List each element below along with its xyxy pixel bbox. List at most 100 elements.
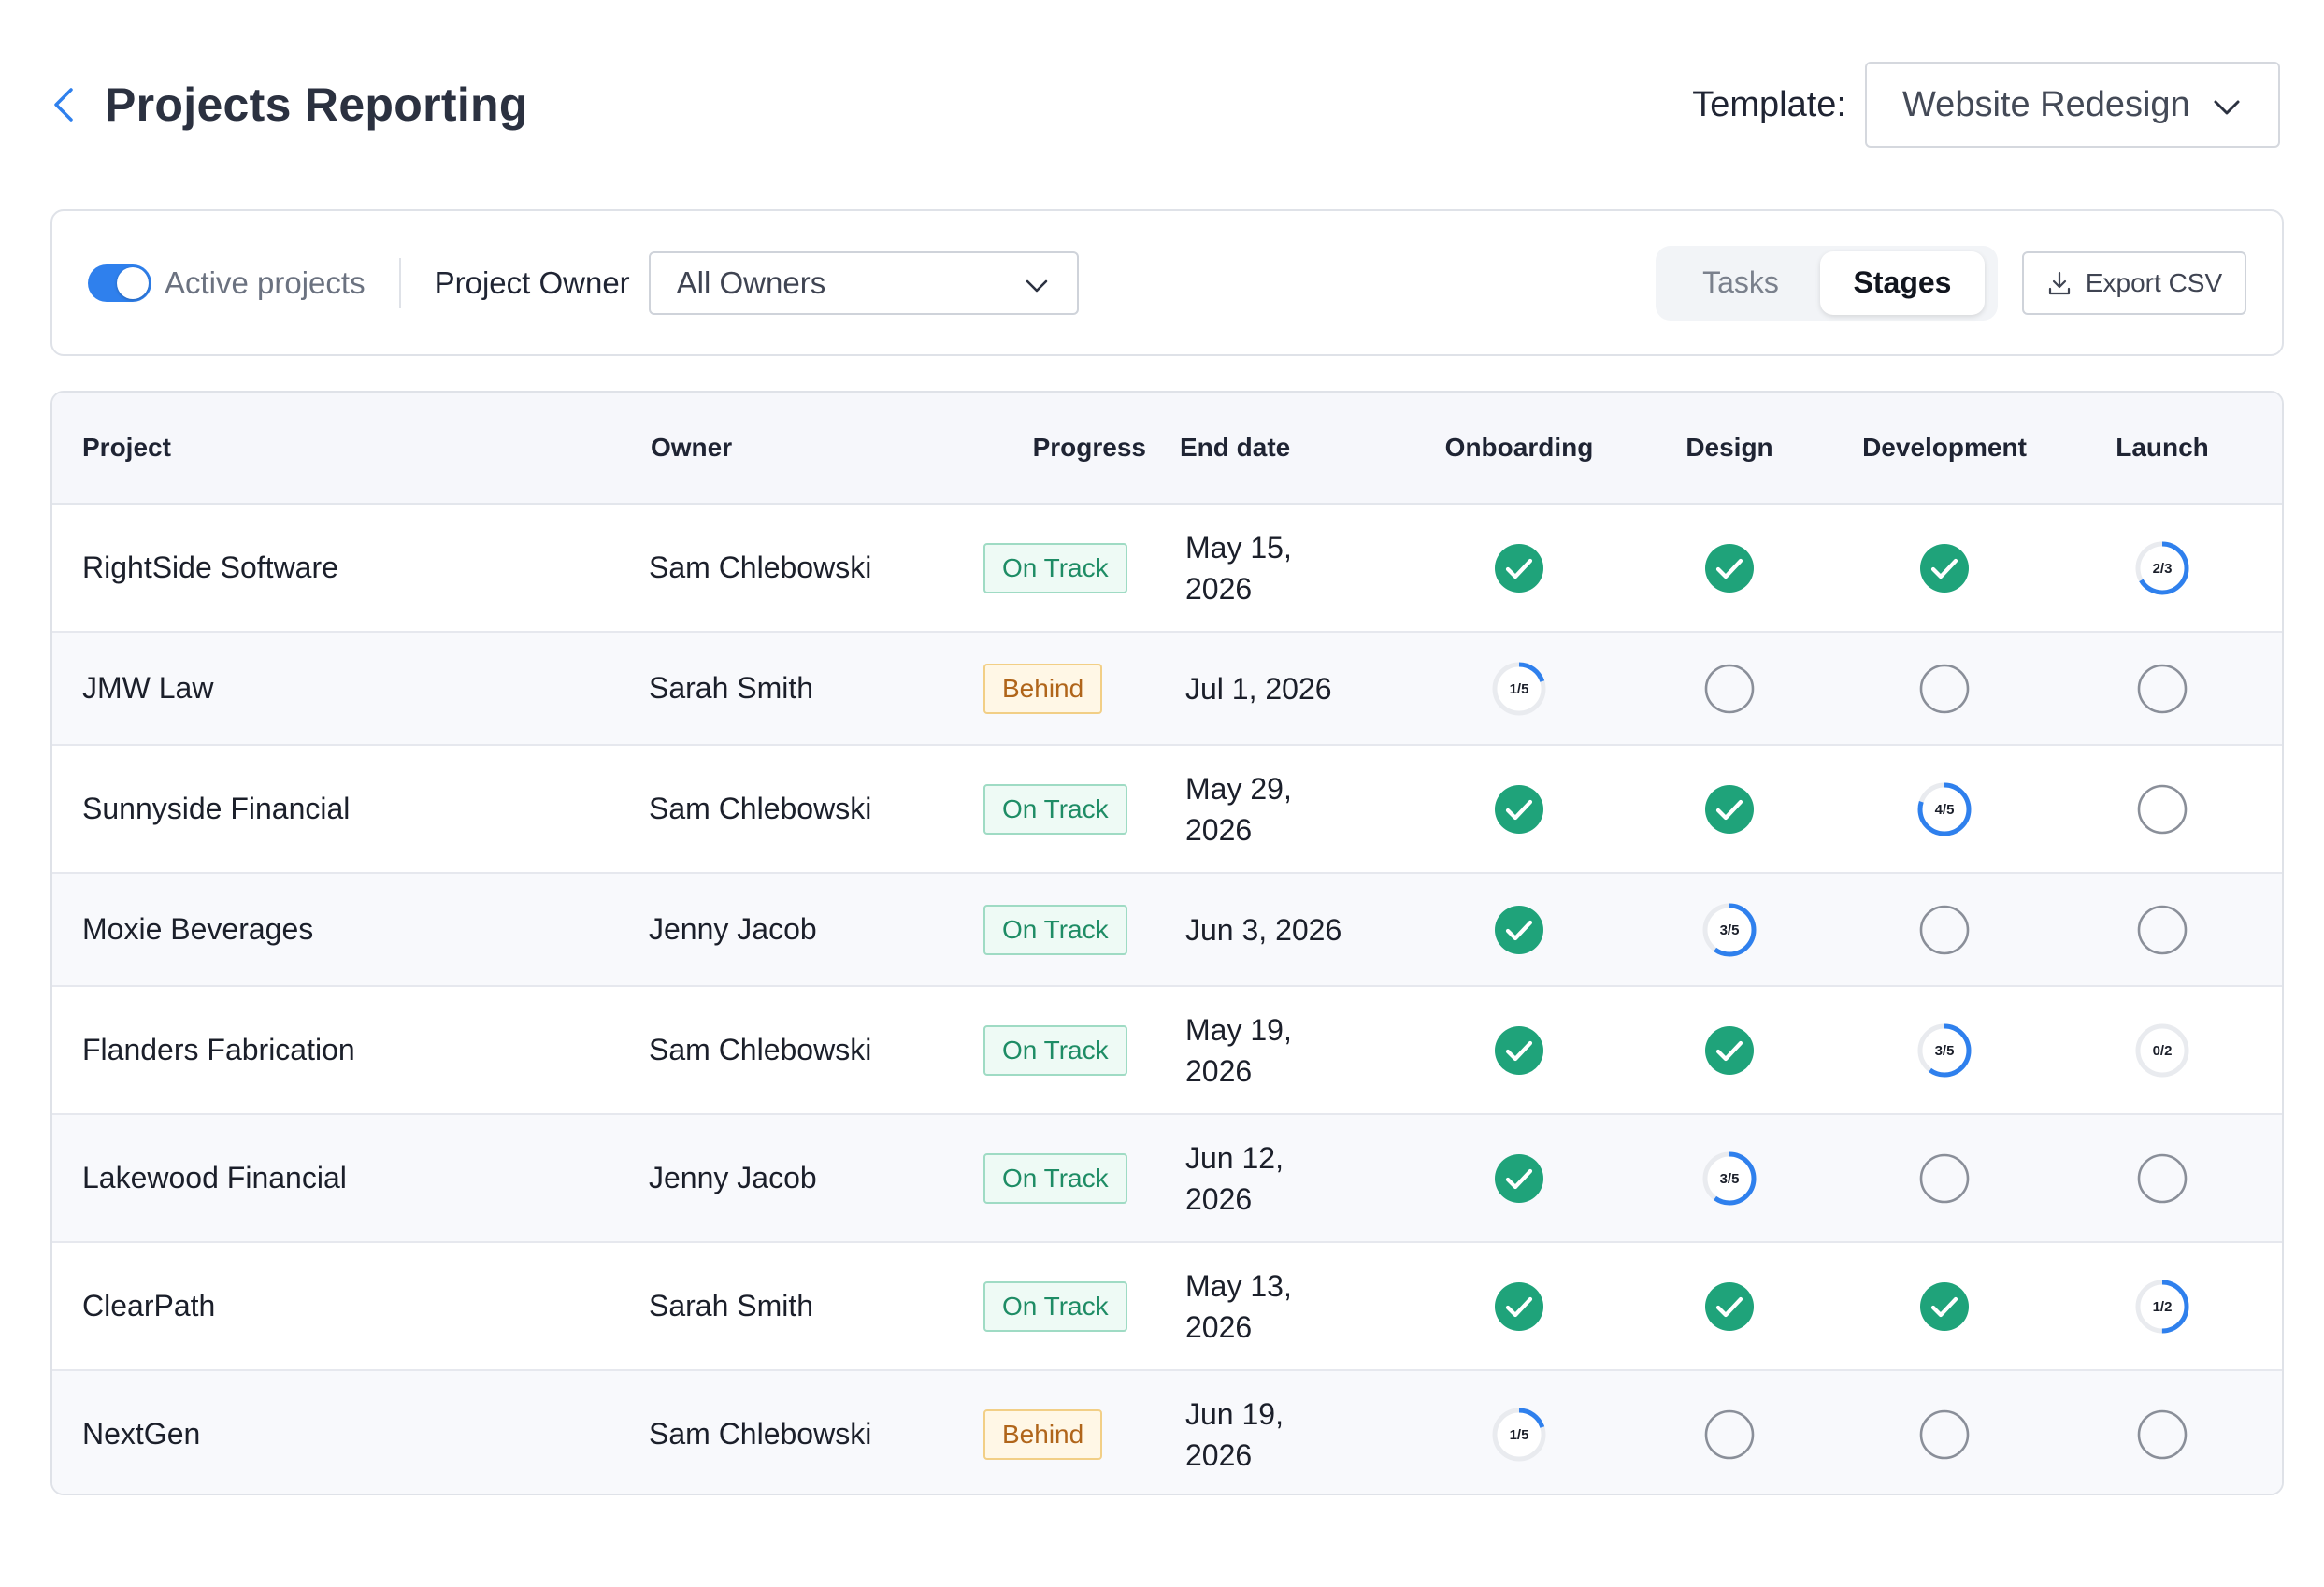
end-date-line: 2026 [1185, 812, 1253, 847]
stage-not-started-icon [1919, 664, 1970, 713]
header-launch[interactable]: Launch [2116, 433, 2209, 462]
end-date-line: Jul 1, 2026 [1185, 671, 1332, 706]
progress-cell: On Track [974, 783, 1170, 835]
table-row[interactable]: Moxie Beverages Jenny Jacob On Track Jun 3,… [52, 874, 2282, 987]
status-badge: Behind [983, 663, 1103, 714]
end-date-line: 2026 [1185, 1437, 1253, 1472]
chevron-left-icon[interactable] [50, 82, 84, 127]
stage-cell-launch[interactable] [2064, 1407, 2260, 1463]
active-projects-toggle[interactable] [88, 264, 151, 302]
stage-cell-design[interactable]: 3/5 [1634, 902, 1825, 958]
end-date: May 29, 2026 [1170, 768, 1404, 851]
stage-complete-icon [1705, 543, 1754, 593]
template-label: Template: [1692, 84, 1846, 124]
stage-cell-launch[interactable] [2064, 781, 2260, 837]
stage-not-started-icon [1919, 905, 1970, 954]
project-owner-select[interactable]: All Owners [648, 250, 1079, 315]
stage-cell-development[interactable] [1825, 1279, 2064, 1335]
stage-progress-label: 1/2 [2153, 1299, 2173, 1315]
tab-tasks[interactable]: Tasks [1702, 265, 1779, 299]
chevron-down-icon [1025, 265, 1049, 301]
header-development[interactable]: Development [1862, 433, 2027, 462]
stage-cell-onboarding[interactable] [1404, 540, 1634, 596]
table-row[interactable]: ClearPath Sarah Smith On Track May 13, 2026 1… [52, 1243, 2282, 1371]
stage-cell-onboarding[interactable] [1404, 781, 1634, 837]
table-row[interactable]: NextGen Sam Chlebowski Behind Jun 19, 2026 1/… [52, 1371, 2282, 1494]
stage-cell-onboarding[interactable]: 1/5 [1404, 661, 1634, 717]
stage-cell-design[interactable] [1634, 1407, 1825, 1463]
divider [398, 257, 401, 308]
export-csv-button[interactable]: Export CSV [2022, 250, 2246, 315]
template-select[interactable]: Website Redesign [1865, 62, 2280, 148]
end-date-line: Jun 3, 2026 [1185, 912, 1342, 947]
stage-cell-development[interactable] [1825, 1407, 2064, 1463]
project-name[interactable]: Sunnyside Financial [82, 792, 351, 825]
table-row[interactable]: Flanders Fabrication Sam Chlebowski On Tra… [52, 987, 2282, 1115]
stage-cell-launch[interactable] [2064, 661, 2260, 717]
end-date-line: May 19, [1185, 1012, 1292, 1047]
status-badge: Behind [983, 1408, 1103, 1460]
stage-cell-development[interactable] [1825, 1151, 2064, 1207]
stage-cell-design[interactable]: 3/5 [1634, 1151, 1825, 1207]
stage-cell-launch[interactable] [2064, 1151, 2260, 1207]
stage-cell-launch[interactable] [2064, 902, 2260, 958]
progress-cell: On Track [974, 542, 1170, 593]
stage-complete-icon [1495, 543, 1543, 593]
end-date: Jun 12, 2026 [1170, 1137, 1404, 1220]
header-owner[interactable]: Owner [651, 433, 733, 462]
project-name[interactable]: RightSide Software [82, 550, 338, 584]
stage-cell-onboarding[interactable] [1404, 1279, 1634, 1335]
stage-not-started-icon [1919, 1153, 1970, 1203]
status-badge: On Track [983, 1280, 1127, 1332]
stage-complete-icon [1495, 1025, 1543, 1075]
stage-cell-development[interactable] [1825, 661, 2064, 717]
stage-progress-label: 3/5 [1720, 922, 1740, 938]
table-header: Project Owner Progress End date Onboardi… [52, 393, 2282, 505]
project-owner: Sarah Smith [649, 671, 814, 705]
stage-cell-launch[interactable]: 1/2 [2064, 1279, 2260, 1335]
project-owner: Sam Chlebowski [649, 1417, 872, 1451]
stage-not-started-icon [1704, 664, 1755, 713]
stage-cell-design[interactable] [1634, 661, 1825, 717]
stage-progress-label: 4/5 [1935, 802, 1955, 818]
stage-progress-ring: 3/5 [1702, 903, 1757, 956]
stage-complete-icon [1705, 1025, 1754, 1075]
header-project[interactable]: Project [82, 433, 171, 462]
stage-cell-launch[interactable]: 2/3 [2064, 540, 2260, 596]
stage-cell-onboarding[interactable]: 1/5 [1404, 1407, 1634, 1463]
stage-cell-design[interactable] [1634, 1279, 1825, 1335]
stage-progress-ring: 2/3 [2135, 541, 2189, 594]
header-design[interactable]: Design [1686, 433, 1773, 462]
table-row[interactable]: Lakewood Financial Jenny Jacob On Track Jun… [52, 1115, 2282, 1243]
stage-cell-development[interactable] [1825, 902, 2064, 958]
end-date: Jun 3, 2026 [1170, 909, 1404, 951]
stage-cell-design[interactable] [1634, 781, 1825, 837]
tab-stages[interactable]: Stages [1820, 250, 1985, 315]
stage-cell-launch[interactable]: 0/2 [2064, 1022, 2260, 1079]
table-row[interactable]: JMW Law Sarah Smith Behind Jul 1, 2026 1/5 [52, 633, 2282, 746]
stage-complete-icon [1920, 543, 1969, 593]
status-badge: On Track [983, 783, 1127, 835]
table-row[interactable]: RightSide Software Sam Chlebowski On Track… [52, 505, 2282, 633]
stage-cell-design[interactable] [1634, 540, 1825, 596]
project-name[interactable]: JMW Law [82, 671, 214, 705]
stage-cell-development[interactable]: 3/5 [1825, 1022, 2064, 1079]
project-name[interactable]: Lakewood Financial [82, 1161, 347, 1194]
stage-cell-onboarding[interactable] [1404, 902, 1634, 958]
project-name[interactable]: Flanders Fabrication [82, 1033, 355, 1066]
table-row[interactable]: Sunnyside Financial Sam Chlebowski On Trac… [52, 746, 2282, 874]
stage-progress-label: 2/3 [2153, 561, 2173, 577]
header-end-date[interactable]: End date [1180, 433, 1291, 462]
stage-cell-onboarding[interactable] [1404, 1151, 1634, 1207]
stage-cell-onboarding[interactable] [1404, 1022, 1634, 1079]
stage-cell-design[interactable] [1634, 1022, 1825, 1079]
stage-cell-development[interactable] [1825, 540, 2064, 596]
project-name[interactable]: Moxie Beverages [82, 912, 314, 946]
stage-progress-label: 3/5 [1935, 1043, 1955, 1059]
projects-table: Project Owner Progress End date Onboardi… [50, 391, 2284, 1495]
header-onboarding[interactable]: Onboarding [1444, 433, 1594, 462]
project-name[interactable]: NextGen [82, 1417, 201, 1451]
project-name[interactable]: ClearPath [82, 1289, 216, 1322]
header-progress[interactable]: Progress [1032, 433, 1146, 462]
stage-cell-development[interactable]: 4/5 [1825, 781, 2064, 837]
